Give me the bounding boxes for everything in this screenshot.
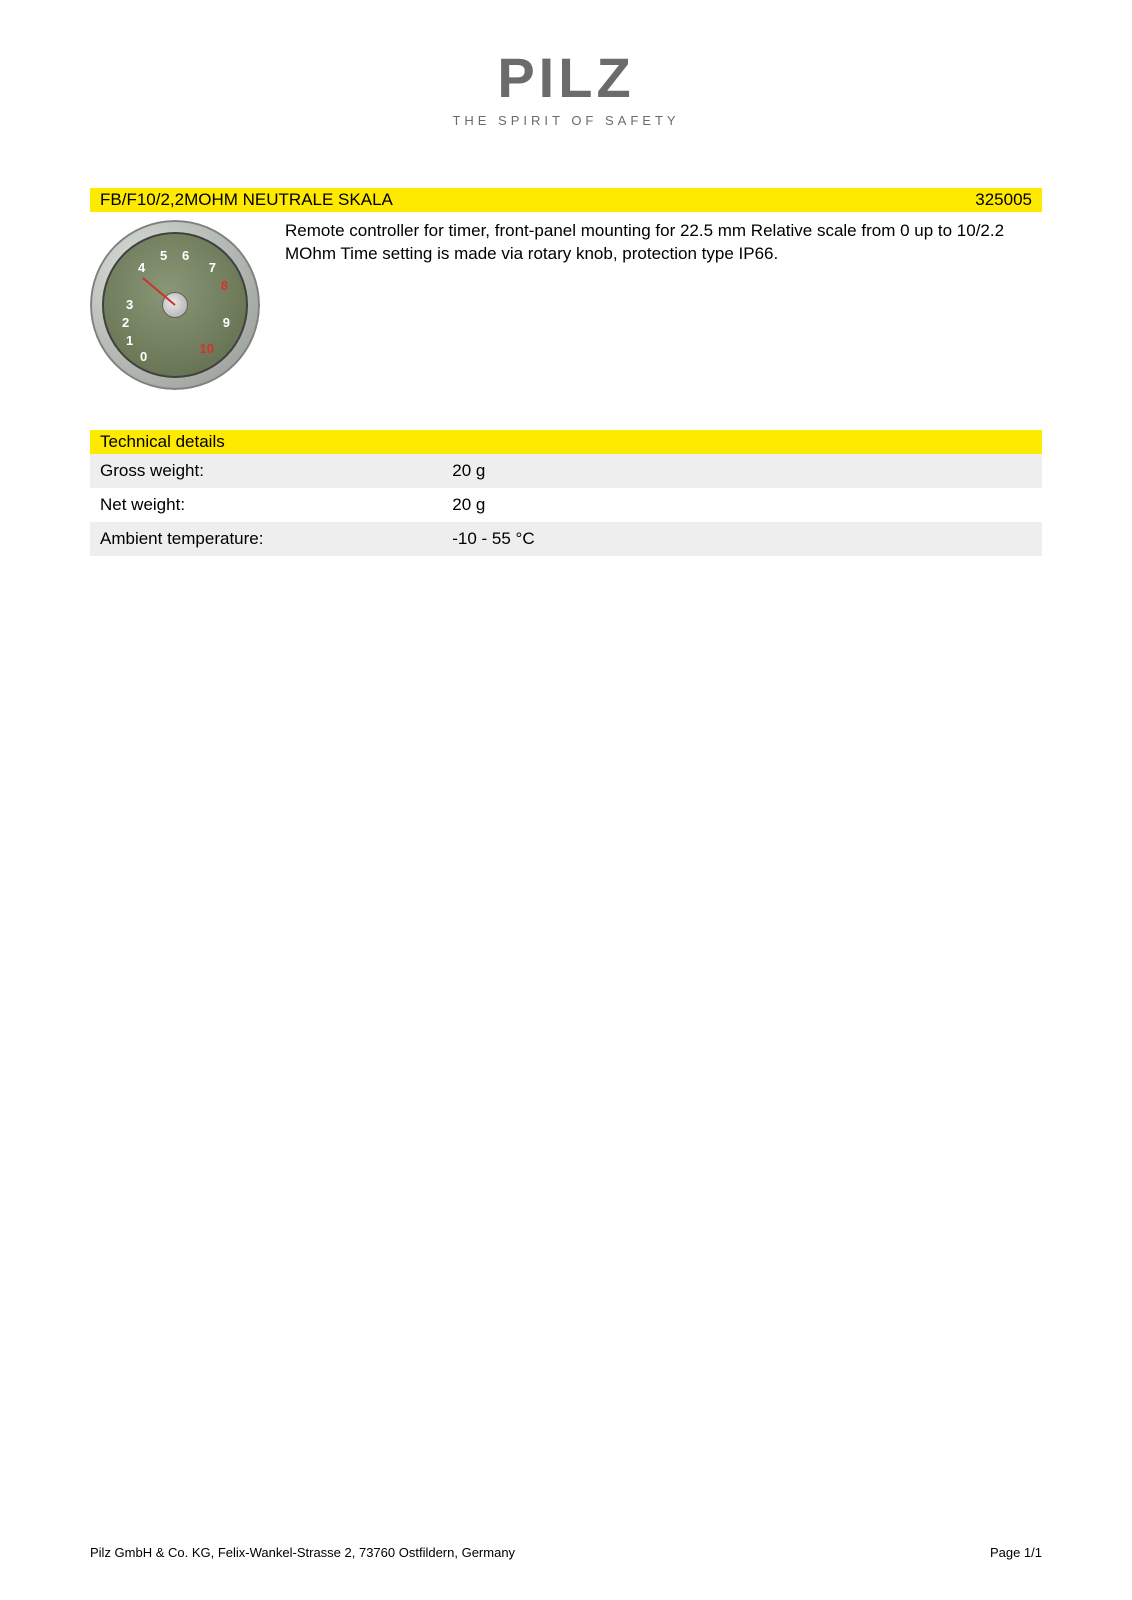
footer-page: Page 1/1: [990, 1545, 1042, 1560]
product-section: 0 1 2 3 4 5 6 7 8 9 10 Remote controller…: [90, 220, 1042, 390]
detail-value: -10 - 55 °C: [442, 522, 1042, 556]
dial-num-7: 7: [209, 260, 216, 275]
dial-num-3: 3: [126, 297, 133, 312]
technical-details-header: Technical details: [90, 430, 1042, 454]
logo-container: PILZ THE SPIRIT OF SAFETY: [90, 45, 1042, 128]
detail-value: 20 g: [442, 454, 1042, 488]
product-name: FB/F10/2,2MOHM NEUTRALE SKALA: [100, 190, 393, 210]
logo-brand: PILZ: [497, 45, 634, 110]
dial-num-1: 1: [126, 333, 133, 348]
title-bar: FB/F10/2,2MOHM NEUTRALE SKALA 325005: [90, 188, 1042, 212]
footer: Pilz GmbH & Co. KG, Felix-Wankel-Strasse…: [90, 1545, 1042, 1560]
dial-num-8: 8: [221, 278, 228, 293]
footer-company: Pilz GmbH & Co. KG, Felix-Wankel-Strasse…: [90, 1545, 515, 1560]
detail-label: Gross weight:: [90, 454, 442, 488]
technical-details-table: Gross weight: 20 g Net weight: 20 g Ambi…: [90, 454, 1042, 556]
detail-value: 20 g: [442, 488, 1042, 522]
detail-label: Net weight:: [90, 488, 442, 522]
detail-label: Ambient temperature:: [90, 522, 442, 556]
dial-num-9: 9: [223, 315, 230, 330]
table-row: Gross weight: 20 g: [90, 454, 1042, 488]
dial-num-10: 10: [200, 341, 214, 356]
product-dial-image: 0 1 2 3 4 5 6 7 8 9 10: [90, 220, 260, 390]
table-row: Ambient temperature: -10 - 55 °C: [90, 522, 1042, 556]
dial-num-2: 2: [122, 315, 129, 330]
dial-num-5: 5: [160, 248, 167, 263]
dial-num-6: 6: [182, 248, 189, 263]
logo-tagline: THE SPIRIT OF SAFETY: [452, 113, 679, 128]
dial-num-4: 4: [138, 260, 145, 275]
table-row: Net weight: 20 g: [90, 488, 1042, 522]
product-description: Remote controller for timer, front-panel…: [285, 220, 1042, 390]
dial-num-0: 0: [140, 349, 147, 364]
product-code: 325005: [975, 190, 1032, 210]
